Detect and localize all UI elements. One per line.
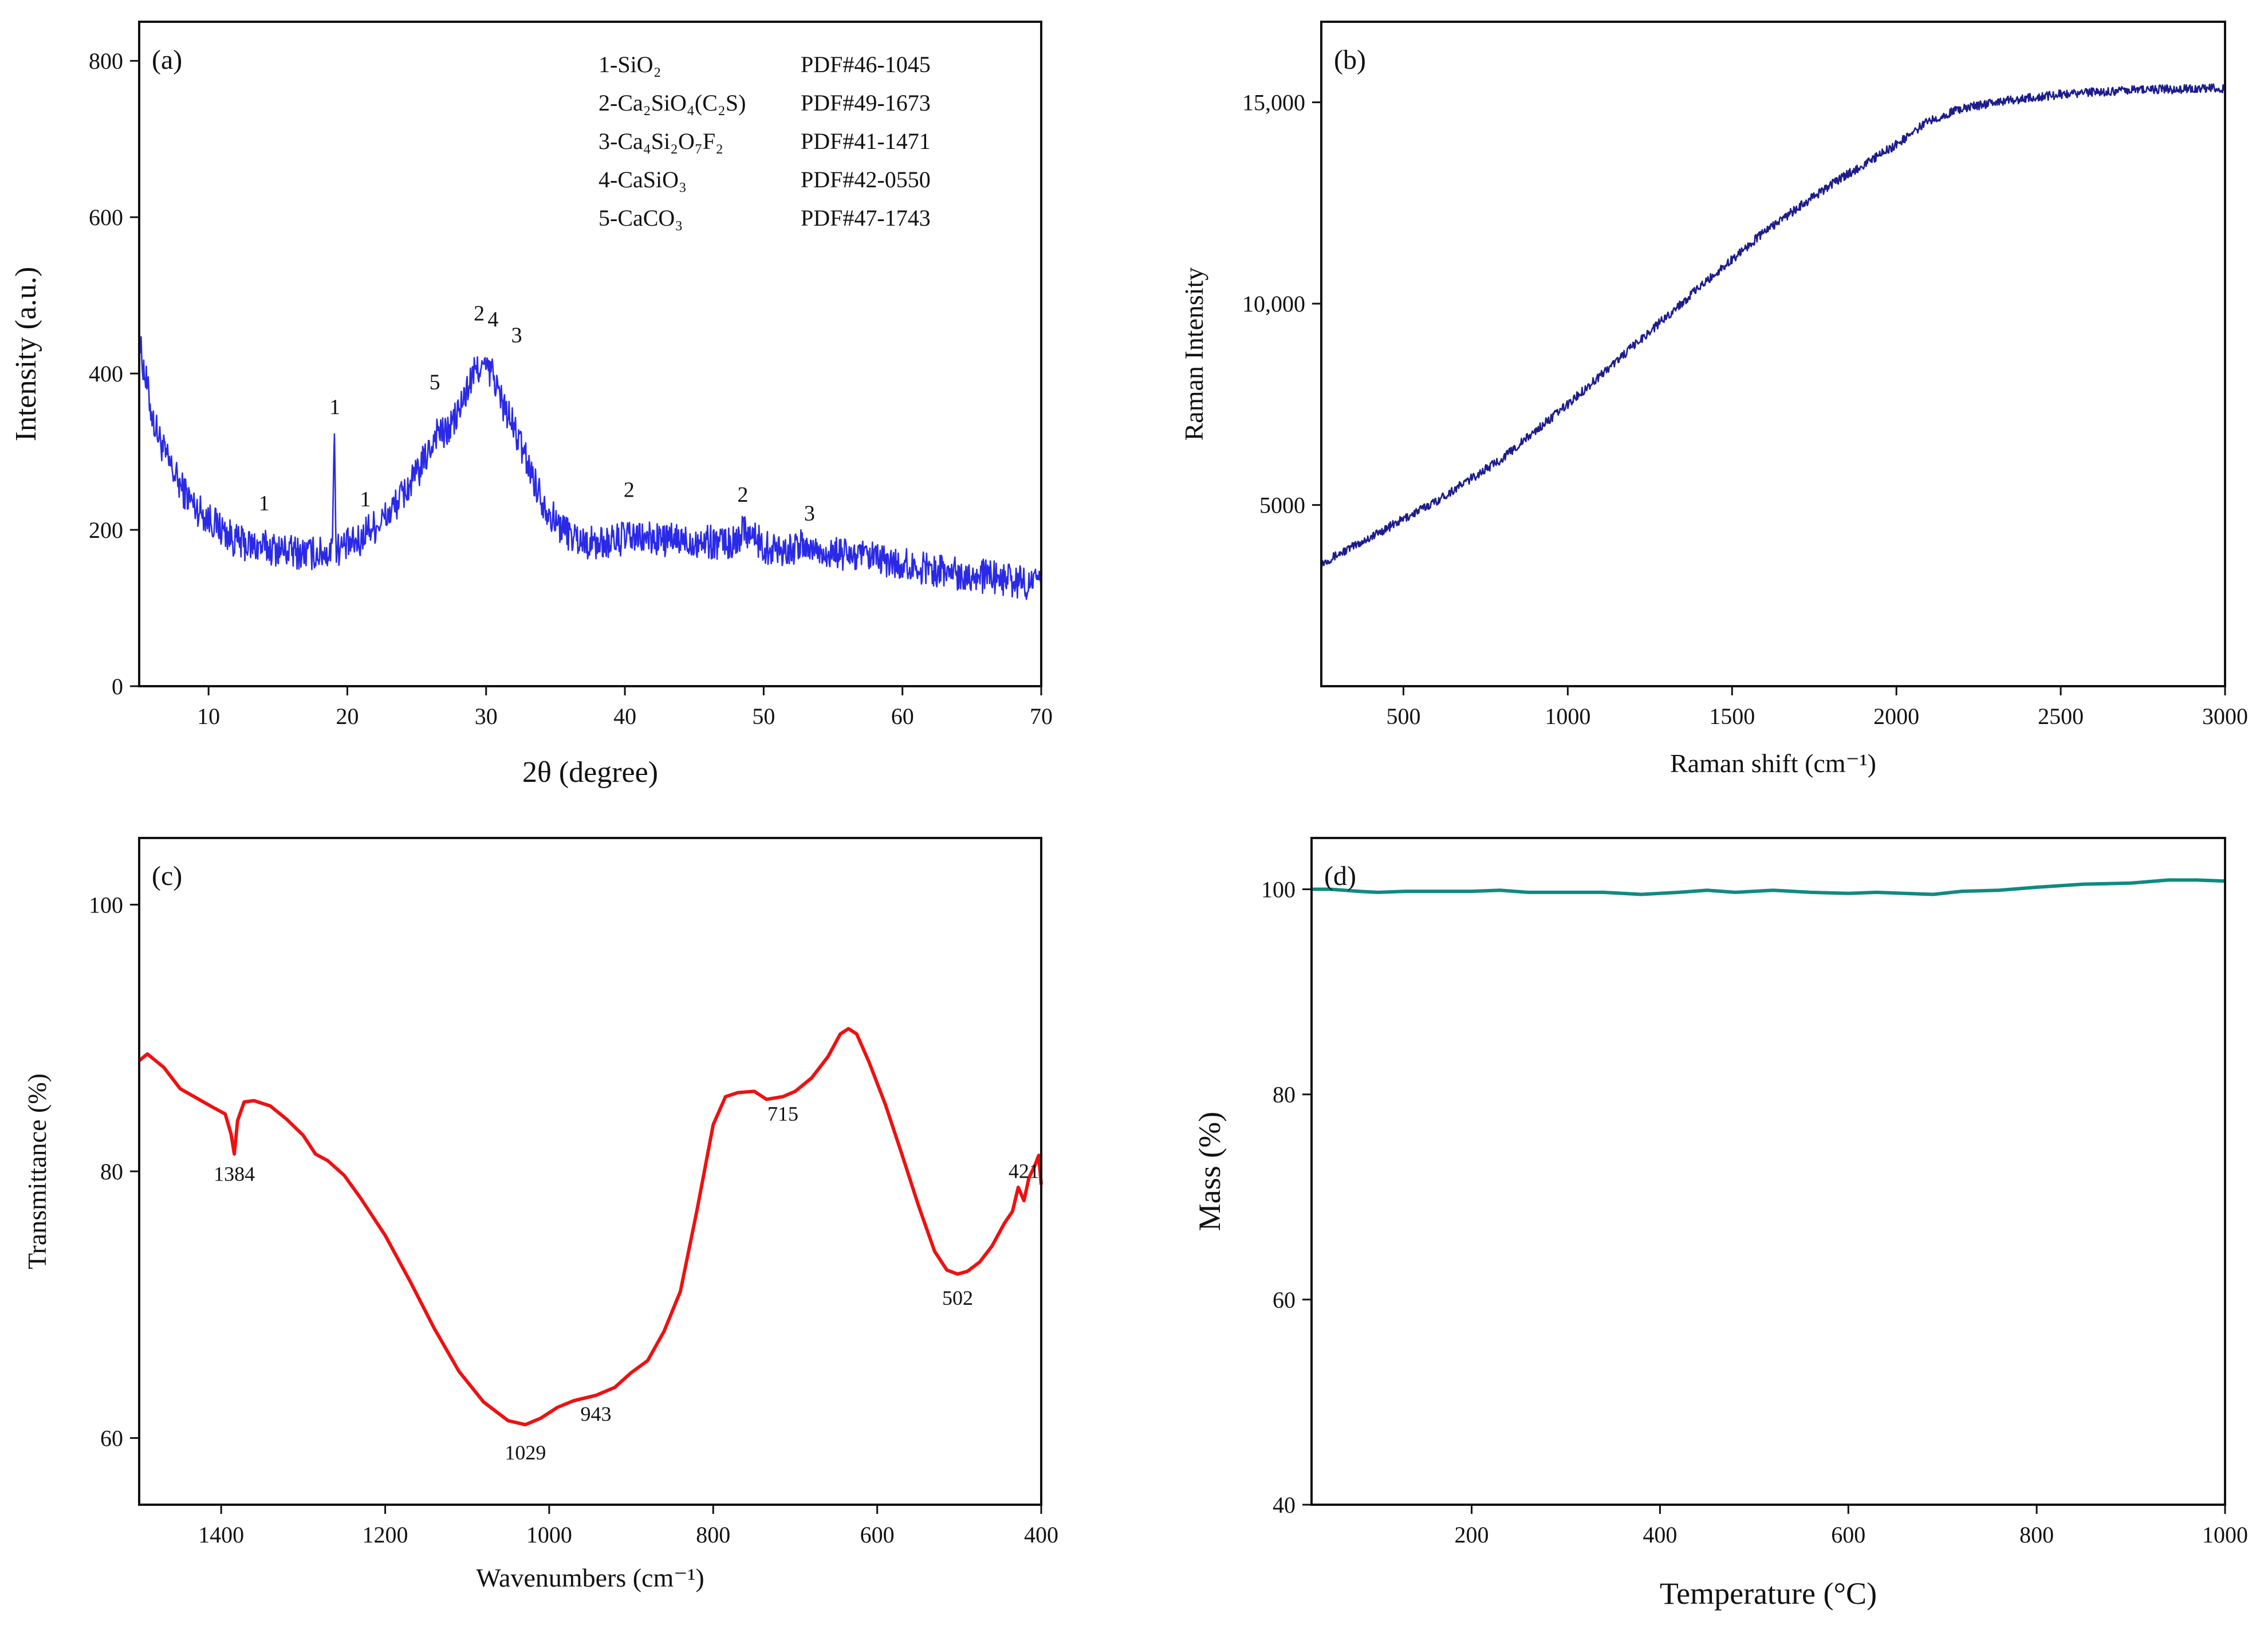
legend-phase-a-0: 1-SiO₂ [598, 52, 662, 77]
x-axis-label-b: Raman shift (cm⁻¹) [1670, 749, 1876, 778]
y-axis-label-b: Raman Intensity [1179, 267, 1208, 441]
x-tick-label-b-0: 500 [1386, 703, 1420, 729]
legend-pdf-a-4: PDF#47-1743 [801, 205, 931, 231]
x-tick-label-d-0: 200 [1455, 1522, 1489, 1548]
y-tick-label-b-0: 5000 [1259, 493, 1305, 518]
plot-frame-a [138, 21, 1042, 687]
panel-label-a: (a) [152, 45, 182, 75]
x-tick-label-a-1: 20 [336, 703, 359, 729]
legend-pdf-a-3: PDF#42-0550 [801, 167, 931, 192]
y-axis-label-d: Mass (%) [1192, 1112, 1227, 1231]
y-tick-label-d-2: 80 [1273, 1082, 1296, 1108]
peak-label-a-9: 3 [804, 502, 815, 526]
x-tick-label-b-4: 2500 [2038, 703, 2084, 729]
peak-label-a-3: 5 [430, 370, 440, 394]
peak-label-a-7: 2 [624, 478, 635, 502]
y-tick-label-a-3: 600 [89, 204, 123, 230]
x-tick-label-b-3: 2000 [1873, 703, 1919, 729]
peak-label-a-2: 1 [360, 487, 371, 511]
peak-label-a-4: 2 [474, 301, 485, 325]
peak-label-c-5: 421 [1009, 1160, 1040, 1183]
peak-label-a-0: 1 [259, 491, 270, 516]
peak-label-a-6: 3 [511, 324, 522, 348]
y-axis-label-c: Transmittance (%) [22, 1073, 52, 1269]
y-tick-label-b-1: 10,000 [1242, 291, 1305, 317]
legend-pdf-a-0: PDF#46-1045 [801, 52, 931, 77]
y-tick-label-c-0: 60 [100, 1426, 123, 1451]
x-tick-label-a-0: 10 [197, 703, 220, 729]
peak-label-c-2: 943 [581, 1402, 612, 1425]
panel-label-d: (d) [1324, 861, 1356, 891]
y-axis-label-a: Intensity (a.u.) [10, 267, 42, 442]
x-tick-label-a-3: 40 [613, 703, 636, 729]
y-tick-label-c-2: 100 [89, 892, 123, 918]
peak-label-a-8: 2 [738, 483, 749, 507]
legend-phase-a-3: 4-CaSiO₃ [598, 167, 687, 192]
panel-a: 10 20 30 40 50 60 70 0 200 400 600 800 2θ (degree) In… [10, 21, 1053, 789]
legend-phase-a-1: 2-Ca₂SiO₄(C₂S) [598, 90, 746, 116]
x-tick-label-d-1: 400 [1643, 1522, 1677, 1548]
y-tick-label-a-0: 0 [112, 674, 123, 699]
x-tick-label-c-2: 1000 [526, 1522, 572, 1548]
x-axis-label-c: Wavenumbers (cm⁻¹) [476, 1563, 704, 1592]
x-tick-label-c-5: 400 [1024, 1522, 1058, 1548]
y-tick-label-a-1: 200 [89, 517, 123, 543]
x-tick-label-a-5: 60 [891, 703, 914, 729]
panel-label-c: (c) [152, 861, 182, 891]
panel-c: 1400 1200 1000 800 600 400 60 80 100 Wavenumbers … [22, 837, 1058, 1592]
x-axis-label-d: Temperature (°C) [1660, 1576, 1877, 1611]
peak-label-c-0: 1384 [214, 1162, 255, 1185]
panel-b: 500 1000 1500 2000 2500 3000 5000 10,000 15,000 R… [1179, 21, 2248, 778]
x-tick-label-a-4: 50 [752, 703, 775, 729]
peak-label-a-1: 1 [329, 395, 340, 419]
y-tick-label-a-2: 400 [89, 361, 123, 387]
y-tick-label-c-1: 80 [100, 1159, 123, 1185]
y-tick-label-a-4: 800 [89, 48, 123, 74]
y-tick-label-d-0: 40 [1273, 1492, 1296, 1518]
x-tick-label-c-1: 1200 [363, 1522, 408, 1548]
series-line-d-0 [1312, 878, 2226, 896]
panel-d: 200 400 600 800 1000 40 60 80 100 Temperature (°C… [1192, 837, 2248, 1611]
legend-pdf-a-2: PDF#41-1471 [801, 128, 931, 154]
legend-phase-a-4: 5-CaCO₃ [598, 205, 683, 231]
x-tick-label-c-0: 1400 [198, 1522, 244, 1548]
x-tick-label-a-6: 70 [1030, 703, 1053, 729]
y-tick-label-b-2: 15,000 [1242, 90, 1305, 116]
x-tick-label-c-4: 600 [860, 1522, 895, 1548]
x-tick-label-b-2: 1500 [1709, 703, 1755, 729]
panel-label-b: (b) [1334, 45, 1366, 75]
x-tick-label-c-3: 800 [696, 1522, 730, 1548]
y-tick-label-d-3: 100 [1261, 877, 1296, 903]
peak-label-c-3: 715 [767, 1103, 798, 1126]
peak-label-c-1: 1029 [505, 1441, 546, 1464]
x-axis-label-a: 2θ (degree) [522, 756, 658, 789]
x-tick-label-d-3: 800 [2019, 1522, 2054, 1548]
series-line-a-0 [138, 336, 1042, 600]
peak-label-c-4: 502 [942, 1286, 973, 1309]
plot-frame-d [1310, 837, 2226, 1506]
legend-pdf-a-1: PDF#49-1673 [801, 90, 931, 116]
series-line-b-0 [1320, 83, 2226, 568]
x-tick-label-a-2: 30 [475, 703, 498, 729]
y-tick-label-d-1: 60 [1273, 1287, 1296, 1313]
legend-phase-a-2: 3-Ca₄Si₂O₇F₂ [598, 128, 723, 154]
x-tick-label-b-1: 1000 [1545, 703, 1590, 729]
plot-frame-b [1320, 21, 2226, 687]
x-tick-label-d-2: 600 [1831, 1522, 1865, 1548]
series-line-c-0 [138, 1026, 1043, 1427]
x-tick-label-b-5: 3000 [2202, 703, 2248, 729]
peak-label-a-5: 4 [487, 308, 498, 332]
x-tick-label-d-4: 1000 [2202, 1522, 2248, 1548]
